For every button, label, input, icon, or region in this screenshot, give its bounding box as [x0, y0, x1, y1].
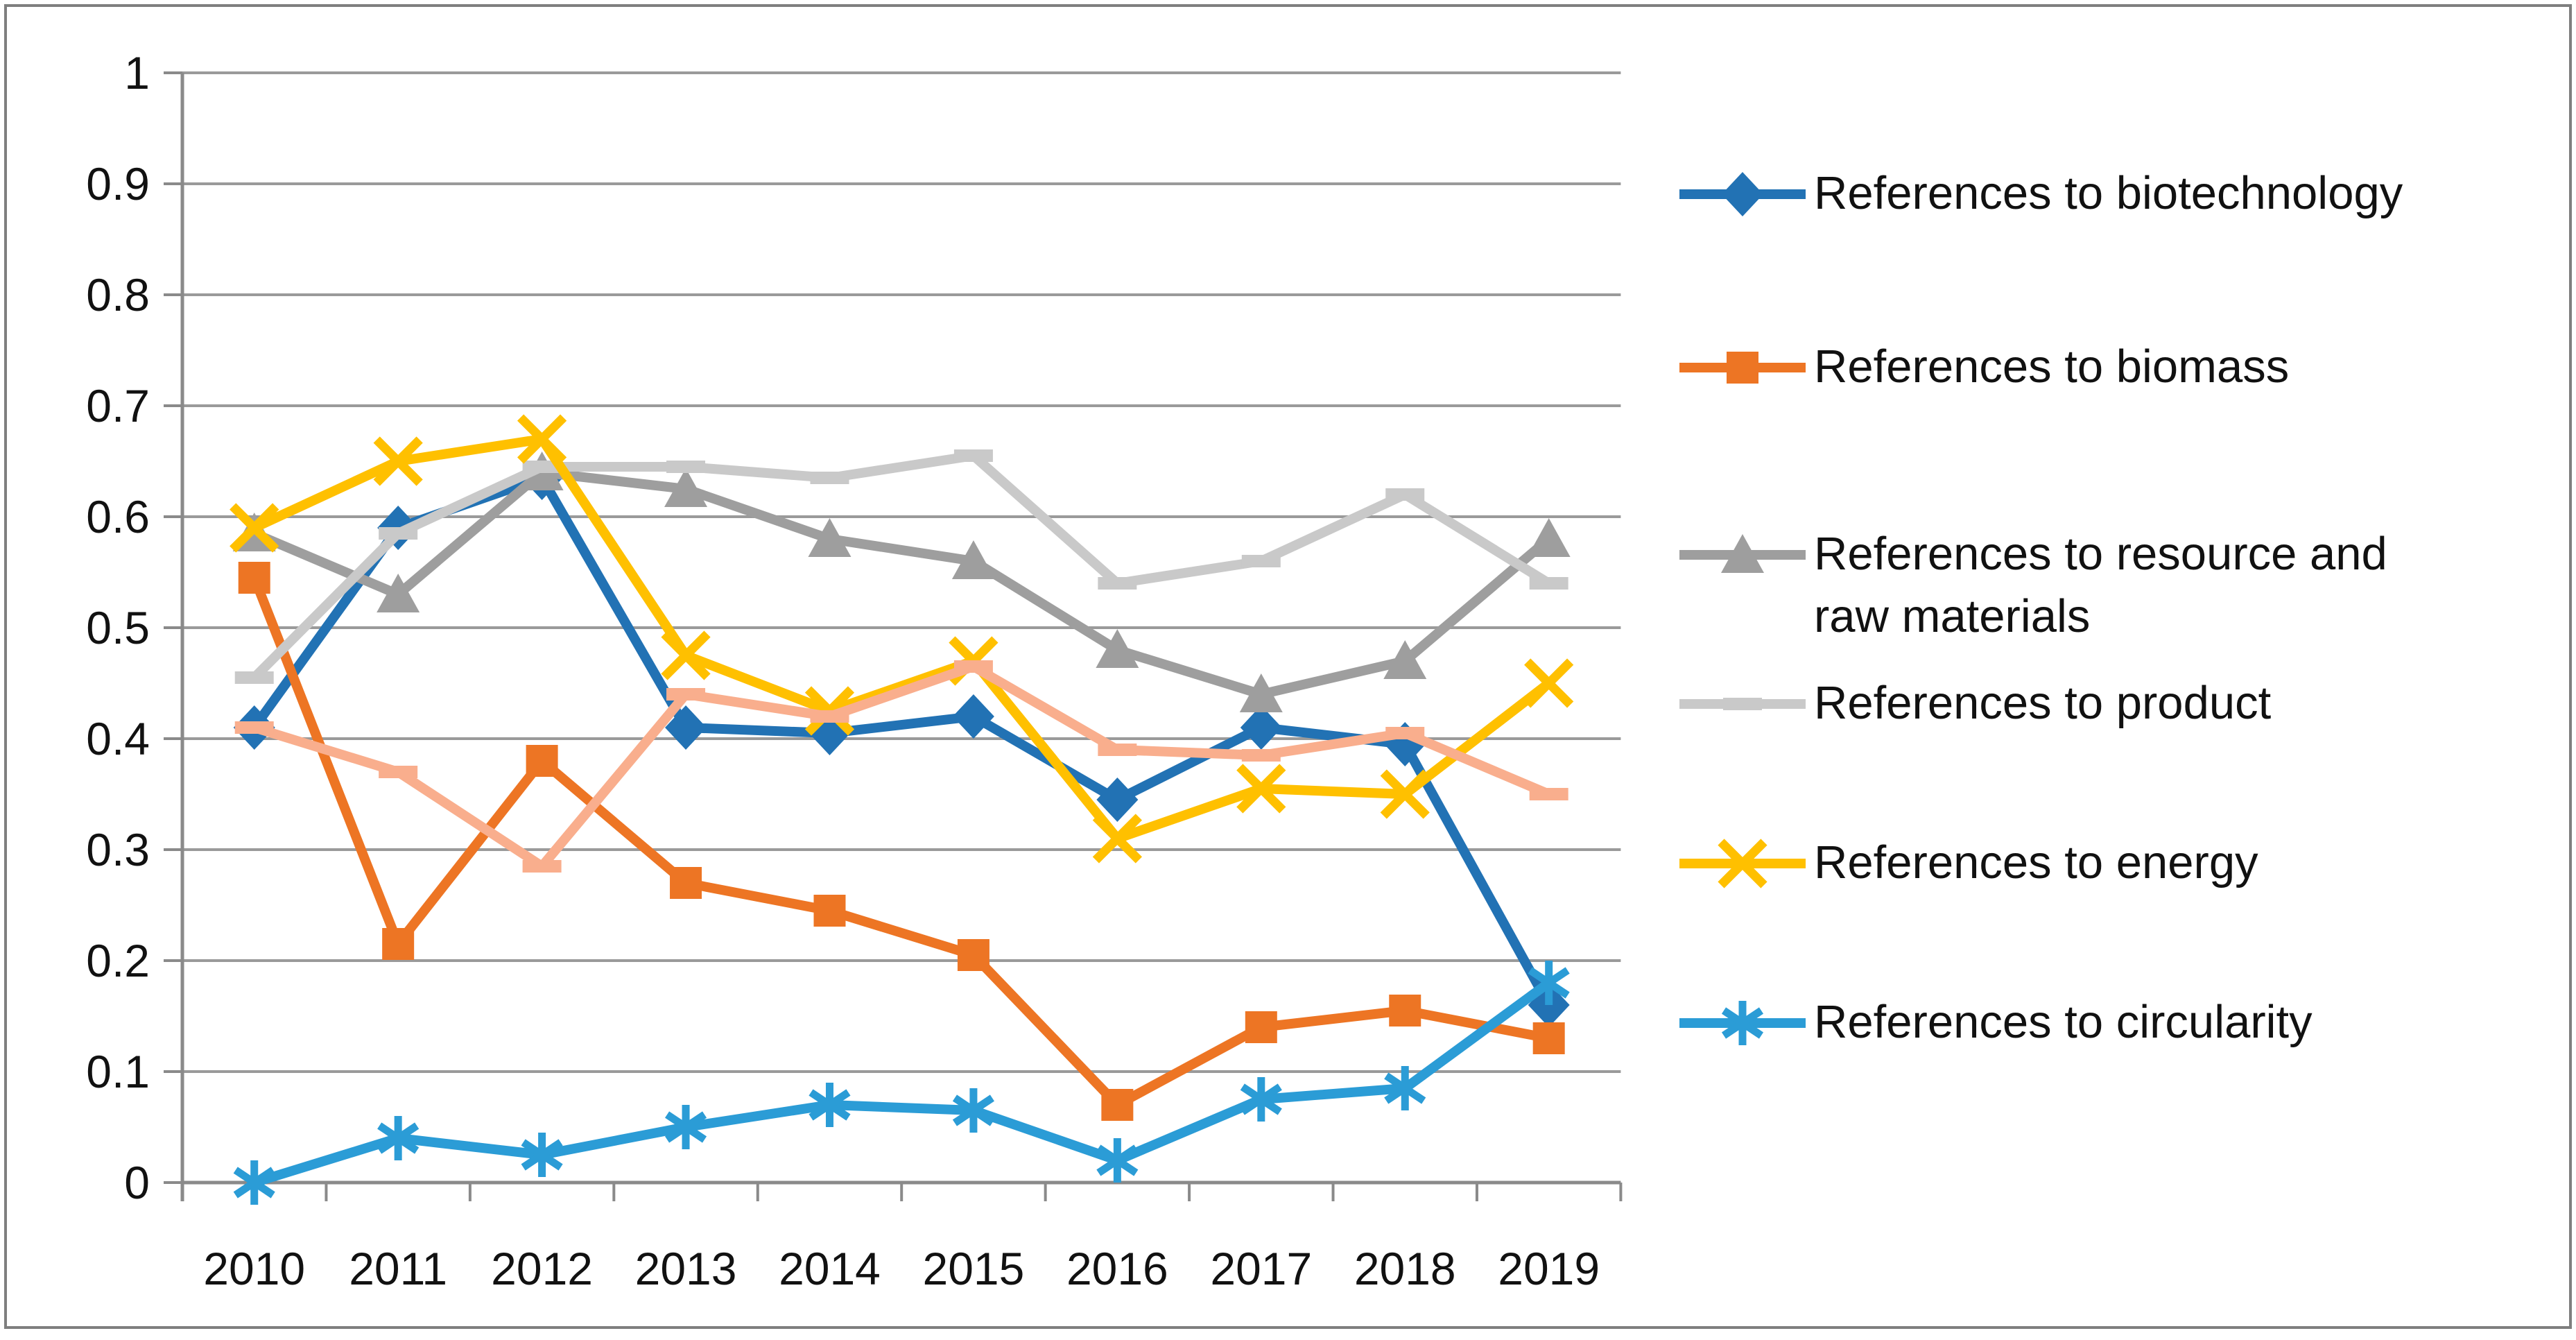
legend-label: References to biomass [1814, 341, 2290, 393]
x-tick-label: 2012 [491, 1243, 593, 1294]
legend-item-references-to-biomass: References to biomass [1677, 336, 2289, 400]
triangle-marker-icon [1679, 534, 1806, 573]
dash-marker-icon [1679, 698, 1806, 710]
x-tick-label: 2011 [349, 1243, 447, 1294]
x-tick-label: 2016 [1066, 1243, 1168, 1294]
y-tick-label: 0.7 [86, 380, 150, 431]
legend-label: References to product [1814, 677, 2272, 729]
series-references-to-energy [230, 414, 1574, 864]
series-references-to-resource-and-raw-materials [232, 452, 1571, 712]
y-tick-label: 0 [124, 1157, 150, 1208]
series-references-to-product [234, 449, 1568, 684]
axis-lines [164, 71, 1623, 1201]
y-axis-labels: 1 0.9 0.8 0.7 0.6 0.5 0.4 0.3 0.2 0.1 0 [86, 47, 150, 1208]
x-tick-label: 2014 [779, 1243, 881, 1294]
chart-legend: References to biotechnology References to… [1677, 7, 2550, 1340]
x-tick-label: 2015 [923, 1243, 1025, 1294]
legend-item-references-to-product: References to product [1677, 672, 2271, 736]
legend-label: References to energy [1814, 836, 2258, 888]
series-references-to-biomass [238, 562, 1565, 1121]
y-tick-label: 0.9 [86, 158, 150, 209]
y-tick-label: 0.6 [86, 491, 150, 542]
x-marker-icon [1679, 839, 1806, 888]
x-tick-label: 2013 [635, 1243, 737, 1294]
legend-item-references-to-circularity: References to circularity [1677, 991, 2313, 1055]
asterisk-marker-icon [1679, 1001, 1806, 1045]
legend-label: References to biotechnology [1814, 167, 2403, 219]
square-marker-icon [1679, 352, 1806, 384]
legend-item-references-to-energy: References to energy [1677, 832, 2258, 895]
legend-label: References to circularity [1814, 996, 2313, 1048]
x-tick-label: 2019 [1498, 1243, 1600, 1294]
legend-item-references-to-resource-and-raw-materials: References to resource and raw materials [1677, 523, 2387, 648]
y-tick-label: 0.3 [86, 824, 150, 875]
x-tick-label: 2017 [1210, 1243, 1312, 1294]
y-tick-label: 0.4 [86, 713, 150, 764]
series-references-to-circularity [233, 961, 1570, 1205]
y-tick-label: 0.1 [86, 1046, 150, 1097]
legend-item-references-to-biotechnology: References to biotechnology [1677, 162, 2403, 226]
chart-figure: 1 0.9 0.8 0.7 0.6 0.5 0.4 0.3 0.2 0.1 0 2010 2011 201… [4, 4, 2572, 1329]
gridlines [182, 71, 1621, 1073]
x-tick-label: 2010 [203, 1243, 305, 1294]
y-tick-label: 0.5 [86, 602, 150, 653]
y-tick-label: 0.8 [86, 269, 150, 320]
series-unlabeled [234, 660, 1568, 873]
legend-label: References to resource and raw materials [1814, 528, 2387, 642]
x-axis-labels: 2010 2011 2012 2013 2014 2015 2016 2017 2018 2019 [203, 1243, 1600, 1294]
x-tick-label: 2018 [1354, 1243, 1456, 1294]
y-tick-label: 1 [124, 47, 150, 98]
diamond-marker-icon [1679, 172, 1806, 216]
y-tick-label: 0.2 [86, 935, 150, 986]
